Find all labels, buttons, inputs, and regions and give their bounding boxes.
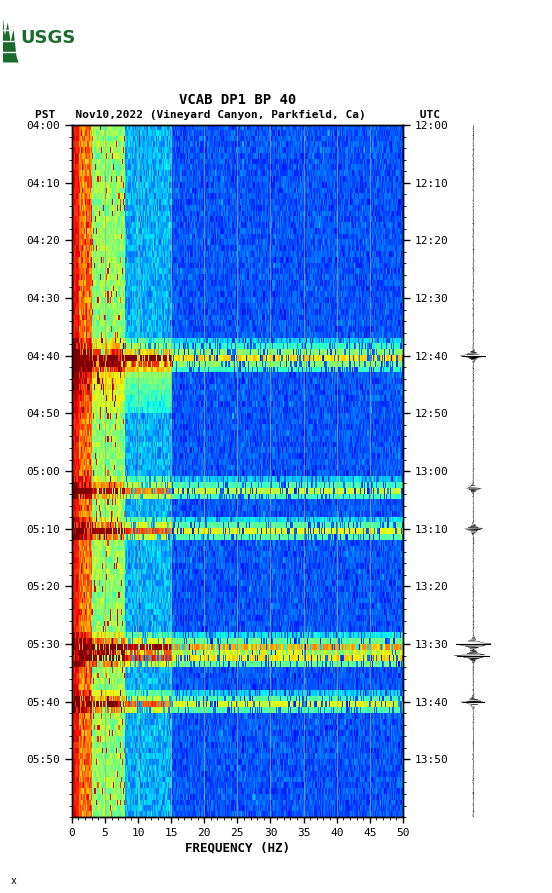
Text: x: x — [11, 876, 17, 886]
Text: VCAB DP1 BP 40: VCAB DP1 BP 40 — [179, 93, 296, 107]
Polygon shape — [3, 16, 19, 63]
X-axis label: FREQUENCY (HZ): FREQUENCY (HZ) — [185, 842, 290, 855]
Text: PST   Nov10,2022 (Vineyard Canyon, Parkfield, Ca)        UTC: PST Nov10,2022 (Vineyard Canyon, Parkfie… — [35, 110, 440, 121]
Text: USGS: USGS — [21, 29, 76, 47]
